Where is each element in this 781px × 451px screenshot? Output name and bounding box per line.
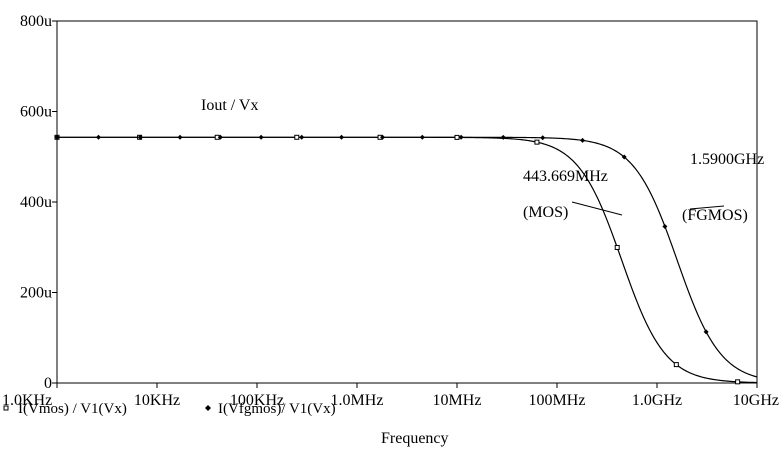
series-point-mos: [534, 139, 540, 145]
x-tick-label: 100KHz: [230, 392, 284, 409]
series-point-fgmos: [299, 134, 305, 140]
series-line-1: [57, 136, 758, 378]
series-point-mos: [673, 362, 679, 368]
series-point-fgmos: [217, 134, 223, 140]
legend-label-mos: I(Vmos) / V1(Vx): [18, 401, 127, 417]
y-tick-label: 200u: [20, 285, 52, 302]
annotation-mos-frequency: 443.669MHz: [523, 168, 608, 185]
series-point-fgmos: [662, 223, 668, 229]
series-markers: [54, 134, 741, 385]
x-tick-label: 10MHz: [433, 392, 482, 409]
x-tick-label: 1.0MHz: [331, 392, 384, 409]
fg-leader-line: [689, 205, 725, 210]
series-point-fgmos: [458, 134, 464, 140]
legend: I(Vmos) / V1(Vx) I(Vfgmos)/ V1(Vx): [3, 401, 336, 417]
series-point-mos: [614, 244, 620, 250]
series-point-fgmos: [380, 134, 386, 140]
x-tick-label: 100MHz: [529, 392, 586, 409]
series-point-fgmos: [95, 134, 101, 140]
series-point-fgmos: [703, 329, 709, 335]
legend-label-fgmos: I(Vfgmos)/ V1(Vx): [218, 401, 336, 417]
legend-diamond-marker: [205, 405, 211, 411]
x-axis-ticks: 1.0KHz 10KHz 100KHz 1.0MHz 10MHz 100MHz 1.0GHz…: [2, 383, 779, 409]
x-tick-label: 10KHz: [134, 392, 180, 409]
annotation-mos-label: (MOS): [523, 204, 568, 221]
annotation-iout: Iout / Vx: [201, 97, 258, 114]
series-line-0: [57, 136, 758, 384]
series-point-fgmos: [500, 134, 506, 140]
series-point-fgmos: [137, 134, 143, 140]
series-point-fgmos: [177, 134, 183, 140]
x-tick-label: 1.0GHz: [632, 392, 682, 409]
series-point-mos: [294, 134, 300, 140]
x-tick-label: 10GHz: [733, 392, 779, 409]
y-axis-ticks: 0 200u 400u 600u 800u: [20, 13, 57, 392]
series-curves: [57, 136, 758, 384]
series-point-fgmos: [621, 154, 627, 160]
plot-frame: [56, 20, 758, 384]
y-tick-label: 400u: [20, 194, 52, 211]
y-tick-label: 600u: [20, 104, 52, 121]
series-point-fgmos: [419, 134, 425, 140]
mos-leader-line: [571, 201, 623, 216]
x-tick-label: 1.0KHz: [2, 392, 52, 409]
legend-square-marker: [3, 405, 9, 411]
series-point-mos: [735, 379, 741, 385]
x-axis-label: Frequency: [381, 430, 449, 447]
annotation-fgmos-frequency: 1.5900GHz: [690, 151, 764, 168]
series-point-fgmos: [54, 134, 60, 140]
y-tick-label: 800u: [20, 13, 52, 30]
series-point-fgmos: [580, 137, 586, 143]
series-point-fgmos: [258, 134, 264, 140]
series-point-fgmos: [339, 134, 345, 140]
series-point-fgmos: [540, 135, 546, 141]
plot-border: [56, 20, 758, 384]
annotation-fgmos-label: (FGMOS): [682, 207, 748, 224]
series-point-mos: [454, 134, 460, 140]
y-tick-label: 0: [44, 375, 52, 392]
